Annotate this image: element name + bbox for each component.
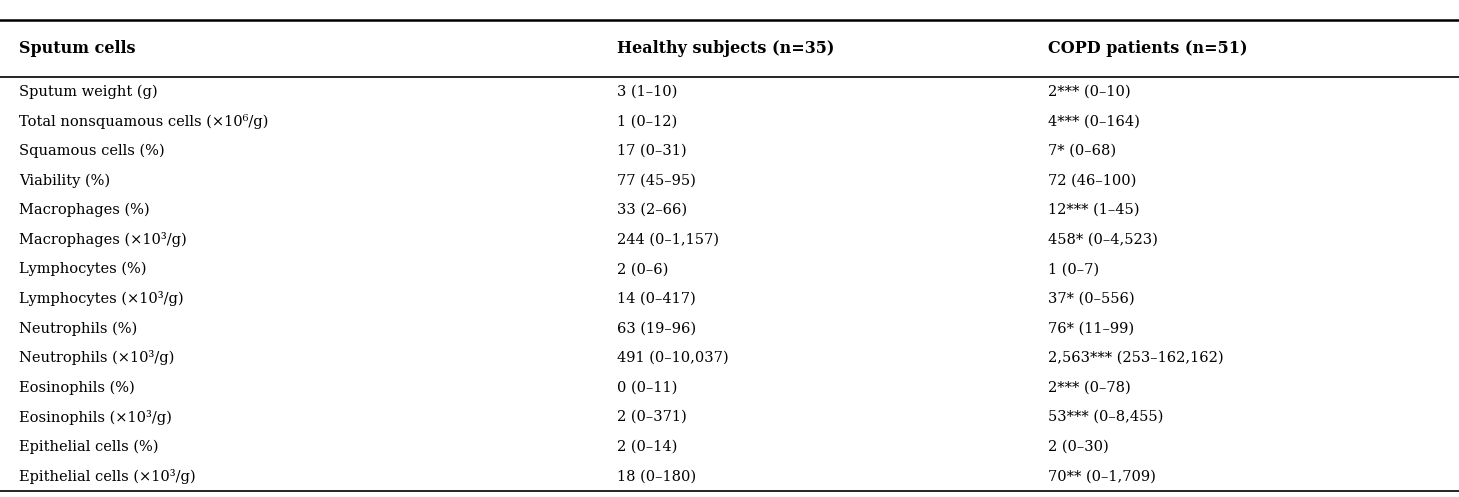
Text: Eosinophils (%): Eosinophils (%) [19, 380, 134, 395]
Text: 72 (46–100): 72 (46–100) [1048, 173, 1137, 187]
Text: 458* (0–4,523): 458* (0–4,523) [1048, 233, 1157, 247]
Text: 37* (0–556): 37* (0–556) [1048, 292, 1134, 306]
Text: 17 (0–31): 17 (0–31) [617, 144, 687, 158]
Text: 3 (1–10): 3 (1–10) [617, 85, 677, 99]
Text: 18 (0–180): 18 (0–180) [617, 469, 696, 483]
Text: Sputum weight (g): Sputum weight (g) [19, 84, 158, 99]
Text: 2 (0–371): 2 (0–371) [617, 410, 687, 424]
Text: 244 (0–1,157): 244 (0–1,157) [617, 233, 719, 247]
Text: 2,563*** (253–162,162): 2,563*** (253–162,162) [1048, 351, 1223, 365]
Text: 77 (45–95): 77 (45–95) [617, 173, 696, 187]
Text: Healthy subjects (n=35): Healthy subjects (n=35) [617, 40, 835, 57]
Text: COPD patients (n=51): COPD patients (n=51) [1048, 40, 1247, 57]
Text: 76* (11–99): 76* (11–99) [1048, 322, 1134, 335]
Text: 2*** (0–10): 2*** (0–10) [1048, 85, 1131, 99]
Text: 33 (2–66): 33 (2–66) [617, 203, 687, 217]
Text: 70** (0–1,709): 70** (0–1,709) [1048, 469, 1156, 483]
Text: 7* (0–68): 7* (0–68) [1048, 144, 1116, 158]
Text: Viability (%): Viability (%) [19, 173, 109, 188]
Text: Lymphocytes (%): Lymphocytes (%) [19, 262, 146, 276]
Text: 1 (0–7): 1 (0–7) [1048, 262, 1099, 276]
Text: Sputum cells: Sputum cells [19, 40, 136, 57]
Text: 2*** (0–78): 2*** (0–78) [1048, 381, 1131, 395]
Text: Lymphocytes (×10³/g): Lymphocytes (×10³/g) [19, 291, 184, 306]
Text: Neutrophils (×10³/g): Neutrophils (×10³/g) [19, 350, 174, 365]
Text: 14 (0–417): 14 (0–417) [617, 292, 696, 306]
Text: Macrophages (%): Macrophages (%) [19, 203, 150, 217]
Text: 63 (19–96): 63 (19–96) [617, 322, 696, 335]
Text: 491 (0–10,037): 491 (0–10,037) [617, 351, 730, 365]
Text: 53*** (0–8,455): 53*** (0–8,455) [1048, 410, 1163, 424]
Text: 12*** (1–45): 12*** (1–45) [1048, 203, 1139, 217]
Text: 4*** (0–164): 4*** (0–164) [1048, 114, 1139, 128]
Text: Squamous cells (%): Squamous cells (%) [19, 144, 165, 158]
Text: 1 (0–12): 1 (0–12) [617, 114, 677, 128]
Text: Neutrophils (%): Neutrophils (%) [19, 321, 137, 335]
Text: Macrophages (×10³/g): Macrophages (×10³/g) [19, 232, 187, 247]
Text: Epithelial cells (×10³/g): Epithelial cells (×10³/g) [19, 469, 196, 484]
Text: Eosinophils (×10³/g): Eosinophils (×10³/g) [19, 410, 172, 424]
Text: Total nonsquamous cells (×10⁶/g): Total nonsquamous cells (×10⁶/g) [19, 114, 268, 129]
Text: 2 (0–6): 2 (0–6) [617, 262, 668, 276]
Text: 2 (0–30): 2 (0–30) [1048, 440, 1109, 454]
Text: 0 (0–11): 0 (0–11) [617, 381, 677, 395]
Text: 2 (0–14): 2 (0–14) [617, 440, 677, 454]
Text: Epithelial cells (%): Epithelial cells (%) [19, 439, 159, 454]
